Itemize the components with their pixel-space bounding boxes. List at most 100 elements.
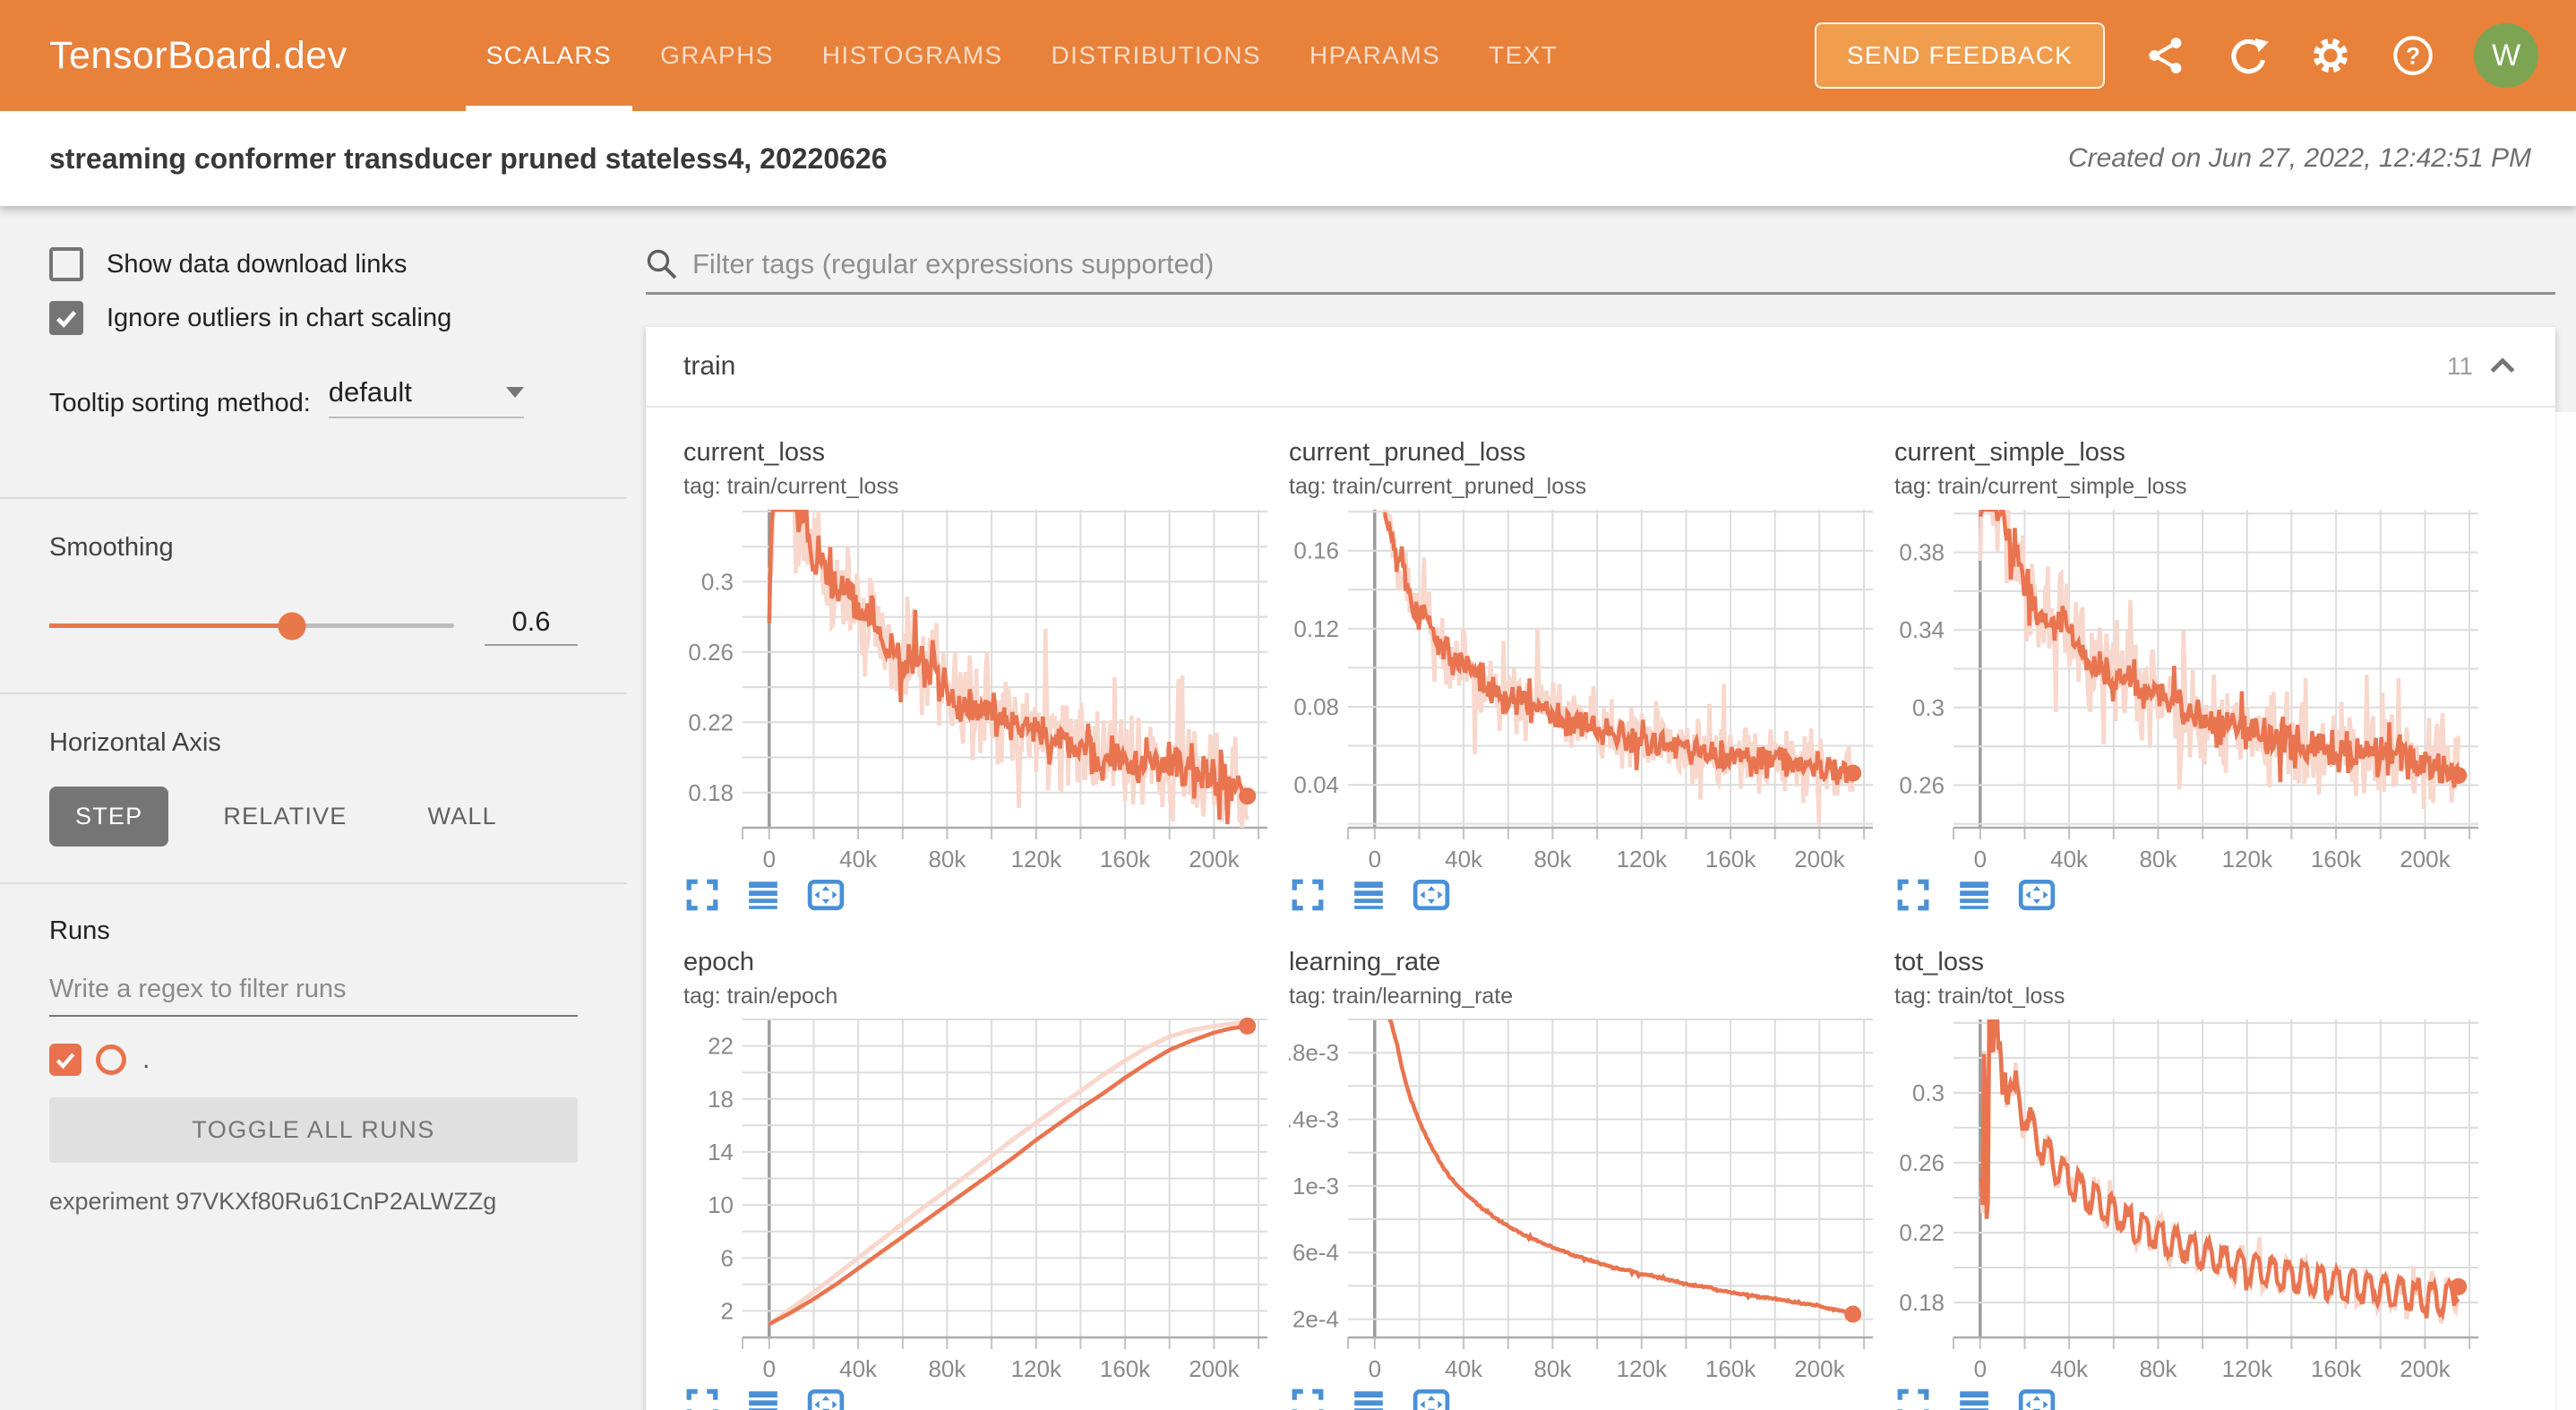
run-name: .	[142, 1045, 150, 1074]
fit-to-screen-icon	[2018, 1389, 2056, 1410]
chart-block-epoch: epoch tag: train/epoch 2 6 10 14 18 22 0 40k 80k…	[683, 948, 1275, 1410]
scalar-chart[interactable]: 0.26 0.3 0.34 0.38 0 40k 80k 120k 160k 200k	[1894, 507, 2486, 876]
toggle-all-runs-button[interactable]: TOGGLE ALL RUNS	[49, 1097, 578, 1163]
fit-domain-button[interactable]	[807, 878, 845, 912]
toggle-y-axis-button[interactable]	[746, 1388, 780, 1410]
svg-text:2e-4: 2e-4	[1292, 1306, 1339, 1333]
toggle-y-axis-button[interactable]	[1352, 878, 1386, 912]
toggle-y-axis-button[interactable]	[1352, 1388, 1386, 1410]
fit-domain-button[interactable]	[1413, 878, 1450, 912]
runs-section: Runs . TOGGLE ALL RUNS experiment 97VKXf…	[0, 882, 627, 1216]
tag-filter-input[interactable]	[691, 247, 2555, 281]
chart-actions	[683, 1388, 1275, 1410]
svg-text:14: 14	[708, 1139, 734, 1165]
toggle-y-axis-button[interactable]	[746, 878, 780, 912]
toggle-y-axis-button[interactable]	[1957, 1388, 1991, 1410]
refresh-icon[interactable]	[2227, 34, 2270, 77]
expand-chart-button[interactable]	[1896, 878, 1930, 912]
svg-text:18: 18	[708, 1086, 734, 1113]
axis-relative-button[interactable]: RELATIVE	[197, 787, 373, 847]
svg-text:0: 0	[1974, 1355, 1987, 1382]
svg-text:200k: 200k	[1794, 846, 1845, 873]
settings-gear-icon[interactable]	[2309, 34, 2352, 77]
svg-text:80k: 80k	[1533, 846, 1572, 873]
help-icon[interactable]: ?	[2391, 34, 2434, 77]
send-feedback-button[interactable]: SEND FEEDBACK	[1814, 22, 2105, 89]
svg-text:22: 22	[708, 1033, 734, 1060]
fullscreen-icon	[686, 879, 718, 911]
tab-distributions[interactable]: DISTRIBUTIONS	[1051, 41, 1261, 69]
horizontal-axis-label: Horizontal Axis	[49, 728, 221, 757]
general-settings-section: Show data download links Ignore outliers…	[0, 247, 627, 497]
scrollbar-track[interactable]	[2555, 412, 2576, 1410]
show-download-links-checkbox[interactable]	[49, 247, 83, 281]
scalar-chart[interactable]: 2e-4 6e-4 1e-3 1.4e-3 1.8e-3 0 40k 80k 120k 160k 2…	[1289, 1017, 1880, 1386]
fit-domain-button[interactable]	[2018, 1388, 2056, 1410]
scalar-chart[interactable]: 2 6 10 14 18 22 0 40k 80k 120k 160k 200k	[683, 1017, 1275, 1386]
chart-actions	[1289, 878, 1880, 912]
smoothing-slider[interactable]	[49, 612, 454, 640]
expand-chart-button[interactable]	[1291, 878, 1325, 912]
fit-domain-button[interactable]	[807, 1388, 845, 1410]
user-avatar[interactable]: W	[2474, 23, 2538, 88]
ignore-outliers-label: Ignore outliers in chart scaling	[107, 303, 452, 332]
chart-tag: tag: train/current_loss	[683, 474, 899, 499]
show-download-links-label: Show data download links	[107, 249, 408, 279]
chart-actions	[1894, 878, 2486, 912]
scalar-chart[interactable]: 0.04 0.08 0.12 0.16 0 40k 80k 120k 160k 200k	[1289, 507, 1880, 876]
toggle-y-axis-button[interactable]	[1957, 878, 1991, 912]
runs-filter-input[interactable]	[49, 975, 578, 1017]
slider-thumb[interactable]	[278, 612, 306, 640]
chart-block-current-loss: current_loss tag: train/current_loss 0.1…	[683, 438, 1275, 912]
svg-text:40k: 40k	[2050, 1355, 2089, 1382]
smoothing-value[interactable]: 0.6	[485, 606, 578, 646]
collapse-section-button[interactable]: 11	[2447, 352, 2518, 381]
data-lines-icon	[1960, 1391, 1988, 1410]
chart-block-current-pruned-loss: current_pruned_loss tag: train/current_p…	[1289, 438, 1880, 912]
fit-domain-button[interactable]	[1413, 1388, 1450, 1410]
tab-hparams[interactable]: HPARAMS	[1309, 41, 1441, 69]
tab-graphs[interactable]: GRAPHS	[660, 41, 774, 69]
axis-step-button[interactable]: STEP	[49, 787, 169, 847]
svg-text:120k: 120k	[2222, 1355, 2273, 1382]
svg-text:0.26: 0.26	[1899, 1149, 1945, 1176]
fullscreen-icon	[1292, 879, 1324, 911]
expand-chart-button[interactable]	[1896, 1388, 1930, 1410]
svg-text:0: 0	[1974, 846, 1987, 873]
fit-domain-button[interactable]	[2018, 878, 2056, 912]
svg-text:0: 0	[1369, 1355, 1381, 1382]
svg-text:6e-4: 6e-4	[1292, 1239, 1339, 1266]
experiment-title: streaming conformer transducer pruned st…	[49, 142, 888, 175]
run-color-ring-icon[interactable]	[96, 1045, 126, 1075]
run-checkbox[interactable]	[49, 1044, 82, 1076]
expand-chart-button[interactable]	[685, 1388, 719, 1410]
fit-to-screen-icon	[807, 879, 845, 911]
svg-text:160k: 160k	[1705, 846, 1756, 873]
chart-title: learning_rate	[1289, 948, 1441, 976]
ignore-outliers-checkbox[interactable]	[49, 301, 83, 335]
tooltip-sorting-dropdown[interactable]: default	[328, 376, 524, 418]
data-lines-icon	[749, 1391, 777, 1410]
tab-scalars[interactable]: SCALARS	[462, 0, 637, 111]
svg-text:0.34: 0.34	[1899, 616, 1945, 643]
svg-text:0.18: 0.18	[688, 779, 734, 806]
data-lines-icon	[1960, 881, 1988, 909]
share-icon[interactable]	[2144, 34, 2187, 77]
axis-wall-button[interactable]: WALL	[401, 787, 522, 847]
train-section-header[interactable]: train 11	[646, 327, 2555, 408]
scalar-chart[interactable]: 0.18 0.22 0.26 0.3 0 40k 80k 120k 160k 200k	[683, 507, 1275, 876]
expand-chart-button[interactable]	[1291, 1388, 1325, 1410]
svg-text:160k: 160k	[2311, 1355, 2362, 1382]
expand-chart-button[interactable]	[685, 878, 719, 912]
svg-text:40k: 40k	[839, 1355, 878, 1382]
svg-text:120k: 120k	[1011, 1355, 1062, 1382]
tab-histograms[interactable]: HISTOGRAMS	[821, 41, 1003, 69]
scalar-chart[interactable]: 0.18 0.22 0.26 0.3 0 40k 80k 120k 160k 200k	[1894, 1017, 2486, 1386]
run-item[interactable]: .	[49, 1044, 578, 1076]
ignore-outliers-row[interactable]: Ignore outliers in chart scaling	[49, 301, 578, 335]
tooltip-sorting-row: Tooltip sorting method: default	[49, 376, 578, 418]
tab-text[interactable]: TEXT	[1489, 41, 1558, 69]
svg-text:160k: 160k	[1100, 846, 1151, 873]
show-download-links-row[interactable]: Show data download links	[49, 247, 578, 281]
